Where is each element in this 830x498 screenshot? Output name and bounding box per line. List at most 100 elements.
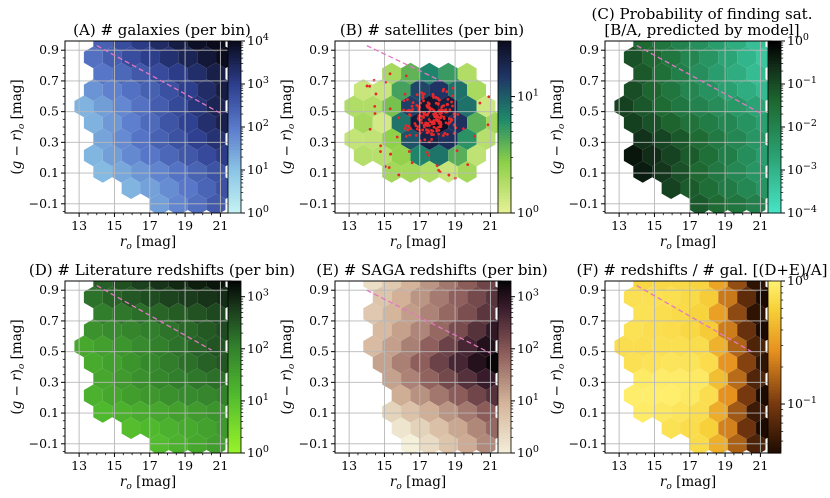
hexbin-cell: [708, 433, 728, 453]
colorbar-segment: [768, 432, 781, 437]
hexbin-cell: [401, 160, 420, 183]
satellite-point: [373, 112, 377, 115]
hexbin-cell: [178, 319, 198, 341]
y-tick-label: −0.1: [299, 436, 329, 451]
hexbin-cell: [131, 160, 150, 183]
colorbar-segment: [498, 92, 511, 97]
satellite-point: [413, 122, 417, 125]
satellite-point: [411, 101, 415, 105]
colorbar-segment: [228, 187, 241, 191]
colorbar-segment: [768, 410, 781, 414]
colorbar-segment: [498, 450, 511, 454]
colorbar-segment: [498, 81, 511, 85]
hexbin-cell: [486, 319, 501, 341]
hexbin-cell: [168, 128, 188, 150]
colorbar-segment: [228, 361, 241, 365]
hexbin-cell: [419, 400, 439, 423]
hexbin-cell: [112, 62, 132, 85]
colorbar-segment: [228, 75, 241, 79]
colorbar-segment: [768, 95, 781, 99]
colorbar-segment: [768, 78, 781, 82]
hexbin-cell: [671, 302, 690, 325]
satellite-point: [404, 74, 408, 78]
hexbin-cell: [401, 302, 420, 325]
satellite-point: [426, 153, 430, 157]
colorbar-frame: [497, 40, 512, 214]
hexbin-cell: [661, 79, 681, 101]
hexbin-cell: [438, 281, 458, 292]
colorbar-segment: [498, 375, 511, 380]
hexbin-cell: [197, 79, 217, 101]
hexbin-cell: [372, 319, 392, 341]
colorbar-segment: [228, 381, 241, 385]
satellite-point: [487, 95, 491, 99]
hexbin-cell: [391, 351, 411, 374]
y-tick-label: 0.7: [309, 313, 329, 328]
satellite-point: [397, 173, 401, 177]
hexbin-cell: [756, 286, 771, 309]
satellite-point: [437, 128, 441, 132]
hexbin-cell: [112, 302, 132, 325]
hexbin-cell: [216, 286, 231, 309]
y-tick-label: 0.9: [309, 42, 329, 57]
colorbar-segment: [768, 167, 781, 171]
satellite-point: [432, 125, 436, 129]
colorbar-segment: [498, 306, 511, 311]
colorbar: 100 101 102 103: [497, 280, 539, 460]
colorbar-segment: [228, 450, 241, 454]
x-tick-label: 21: [752, 218, 768, 233]
colorbar-segment: [228, 289, 241, 294]
hexbin-cell: [102, 319, 122, 341]
colorbar-segment: [768, 404, 781, 408]
satellite-point: [446, 132, 449, 136]
satellite-point: [374, 92, 378, 96]
colorbar-segment: [228, 378, 241, 382]
hexbin-cell: [633, 160, 653, 183]
satellite-point: [407, 150, 411, 153]
hexbin-cell: [353, 111, 373, 134]
x-tick-label: 17: [142, 458, 158, 473]
colorbar-segment: [768, 55, 781, 59]
colorbar-tick-label: 103: [247, 75, 269, 91]
satellite-point: [486, 123, 490, 127]
colorbar-segment: [498, 358, 511, 362]
y-tick-label: 0.7: [309, 73, 329, 88]
hexbin-cell: [727, 281, 747, 292]
satellite-point: [441, 134, 445, 137]
x-tick-label: 13: [71, 218, 87, 233]
panel-F: 13 15 17 19 21 0.9 0.7 0.5 0.3 0.1 −0.1 ro [mag] (g …: [549, 261, 827, 492]
satellite-point: [428, 124, 431, 127]
hexbin-cell: [353, 79, 373, 101]
colorbar-segment: [228, 410, 241, 414]
satellite-point: [423, 138, 427, 142]
hexbin-cell: [159, 319, 179, 341]
satellite-point: [407, 124, 411, 128]
colorbar-segment: [498, 381, 511, 385]
hexbin-cell: [382, 160, 402, 183]
hexbin-cell: [131, 128, 150, 150]
hexbin-cell: [429, 286, 449, 309]
hexbin-cell: [216, 319, 231, 341]
satellite-point: [409, 127, 412, 130]
y-tick-label: −0.1: [569, 436, 599, 451]
colorbar-segment: [768, 295, 781, 299]
y-tick-label: −0.1: [299, 196, 329, 211]
hexbin-cell: [391, 79, 411, 101]
hexbin-cell: [699, 319, 719, 341]
satellite-point: [432, 119, 436, 122]
colorbar-segment: [768, 392, 781, 397]
colorbar-segment: [498, 187, 511, 191]
hexbin-cell: [737, 286, 757, 309]
colorbar-segment: [228, 306, 241, 311]
colorbar-segment: [228, 115, 241, 119]
y-tick-label: 0.3: [309, 134, 329, 149]
colorbar-segment: [768, 318, 781, 322]
hexbin-cell: [178, 144, 198, 167]
colorbar-segment: [768, 175, 781, 180]
x-axis-label: ro [mag]: [390, 474, 446, 492]
satellite-point: [451, 86, 455, 90]
colorbar-segment: [498, 172, 511, 177]
hexbin-cell: [671, 281, 690, 292]
colorbar-segment: [228, 404, 241, 408]
colorbar-segment: [768, 118, 781, 122]
